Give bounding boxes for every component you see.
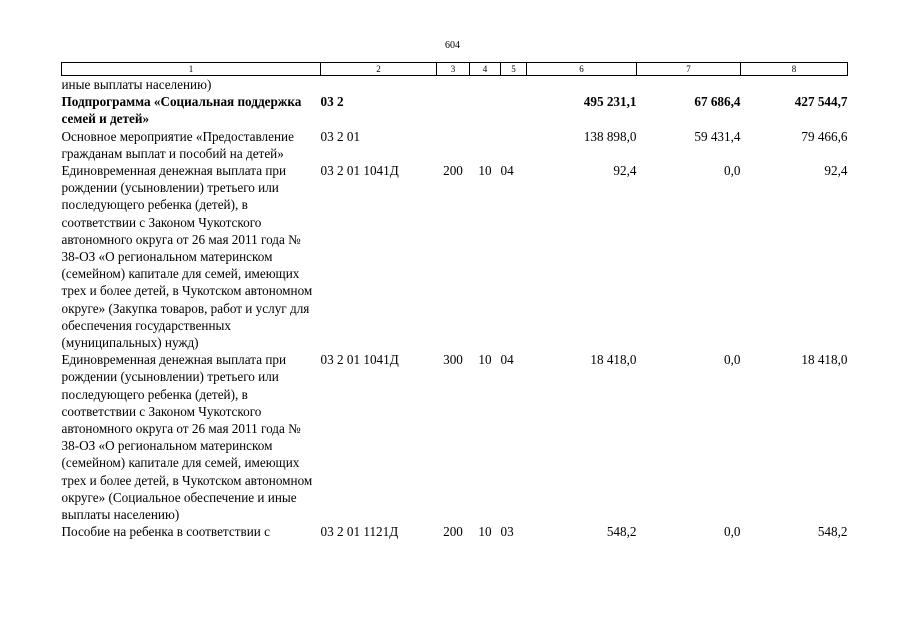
total-amount-cell: 548,2 xyxy=(606,524,637,540)
total-amount-cell: 18 418,0 xyxy=(590,352,637,368)
section-cell: 10 xyxy=(478,163,492,179)
expense-type-cell xyxy=(437,76,470,94)
table-row: Пособие на ребенка в соответствии с 03 2 … xyxy=(62,523,848,540)
row-name-cell: Единовременная денежная выплата при рожд… xyxy=(61,352,313,523)
column-number: 1 xyxy=(61,62,321,76)
federal-amount-cell xyxy=(637,76,741,94)
row-name-cell: Основное мероприятие «Предоставление гра… xyxy=(61,128,294,161)
regional-amount-cell: 79 466,6 xyxy=(801,128,848,144)
section-cell: 10 xyxy=(478,352,492,368)
column-number: 6 xyxy=(526,62,637,76)
regional-amount-cell xyxy=(741,76,848,94)
subsection-cell: 04 xyxy=(500,352,514,368)
row-name-cell: иные выплаты населению) xyxy=(61,77,212,92)
total-amount-cell: 495 231,1 xyxy=(583,94,637,110)
section-cell xyxy=(470,93,501,127)
table-row: иные выплаты населению) xyxy=(62,76,848,94)
regional-amount-cell: 92,4 xyxy=(824,163,848,179)
column-number-row: 1 2 3 4 5 6 7 8 xyxy=(61,62,848,76)
column-number: 4 xyxy=(469,62,501,76)
row-name-cell: Подпрограмма «Социальная поддержка семей… xyxy=(61,94,302,127)
subsection-cell: 03 xyxy=(500,524,514,540)
regional-amount-cell: 548,2 xyxy=(817,524,848,540)
federal-amount-cell: 0,0 xyxy=(724,163,741,179)
table-body: иные выплаты населению) Подпрограмма «Соц… xyxy=(62,76,848,541)
expense-type-cell xyxy=(437,93,470,127)
table-row: Единовременная денежная выплата при рожд… xyxy=(62,351,848,523)
section-cell xyxy=(470,76,501,94)
expense-type-cell xyxy=(437,128,470,162)
section-cell xyxy=(470,128,501,162)
target-code-cell: 03 2 01 1041Д xyxy=(320,163,399,179)
expense-type-cell: 200 xyxy=(443,524,463,540)
total-amount-cell: 138 898,0 xyxy=(583,128,637,144)
page-number: 604 xyxy=(445,40,460,51)
federal-amount-cell: 0,0 xyxy=(724,524,741,540)
row-name-cell: Единовременная денежная выплата при рожд… xyxy=(61,163,313,351)
column-number: 3 xyxy=(436,62,470,76)
subsection-cell: 04 xyxy=(500,163,514,179)
row-name-cell: Пособие на ребенка в соответствии с xyxy=(61,524,270,540)
total-amount-cell xyxy=(527,76,637,94)
total-amount-cell: 92,4 xyxy=(613,163,637,179)
subsection-cell xyxy=(501,93,527,127)
subsection-cell xyxy=(501,128,527,162)
regional-amount-cell: 427 544,7 xyxy=(794,94,848,110)
target-code-cell xyxy=(321,76,437,94)
expense-type-cell: 300 xyxy=(443,352,463,368)
table-row: Единовременная денежная выплата при рожд… xyxy=(62,162,848,351)
target-code-cell: 03 2 01 1121Д xyxy=(320,524,399,540)
column-number: 8 xyxy=(740,62,848,76)
column-number: 2 xyxy=(320,62,437,76)
table-row: Подпрограмма «Социальная поддержка семей… xyxy=(62,93,848,127)
target-code-cell: 03 2 01 xyxy=(320,128,361,144)
subsection-cell xyxy=(501,76,527,94)
federal-amount-cell: 0,0 xyxy=(724,352,741,368)
expense-type-cell: 200 xyxy=(443,163,463,179)
target-code-cell: 03 2 01 1041Д xyxy=(320,352,399,368)
regional-amount-cell: 18 418,0 xyxy=(801,352,848,368)
column-number: 5 xyxy=(500,62,527,76)
budget-table: 1 2 3 4 5 6 7 8 иные выплаты населению) П… xyxy=(61,62,848,540)
column-number: 7 xyxy=(636,62,741,76)
federal-amount-cell: 67 686,4 xyxy=(694,94,741,110)
target-code-cell: 03 2 xyxy=(320,94,344,110)
section-cell: 10 xyxy=(478,524,492,540)
table-row: Основное мероприятие «Предоставление гра… xyxy=(62,128,848,162)
federal-amount-cell: 59 431,4 xyxy=(694,128,741,144)
